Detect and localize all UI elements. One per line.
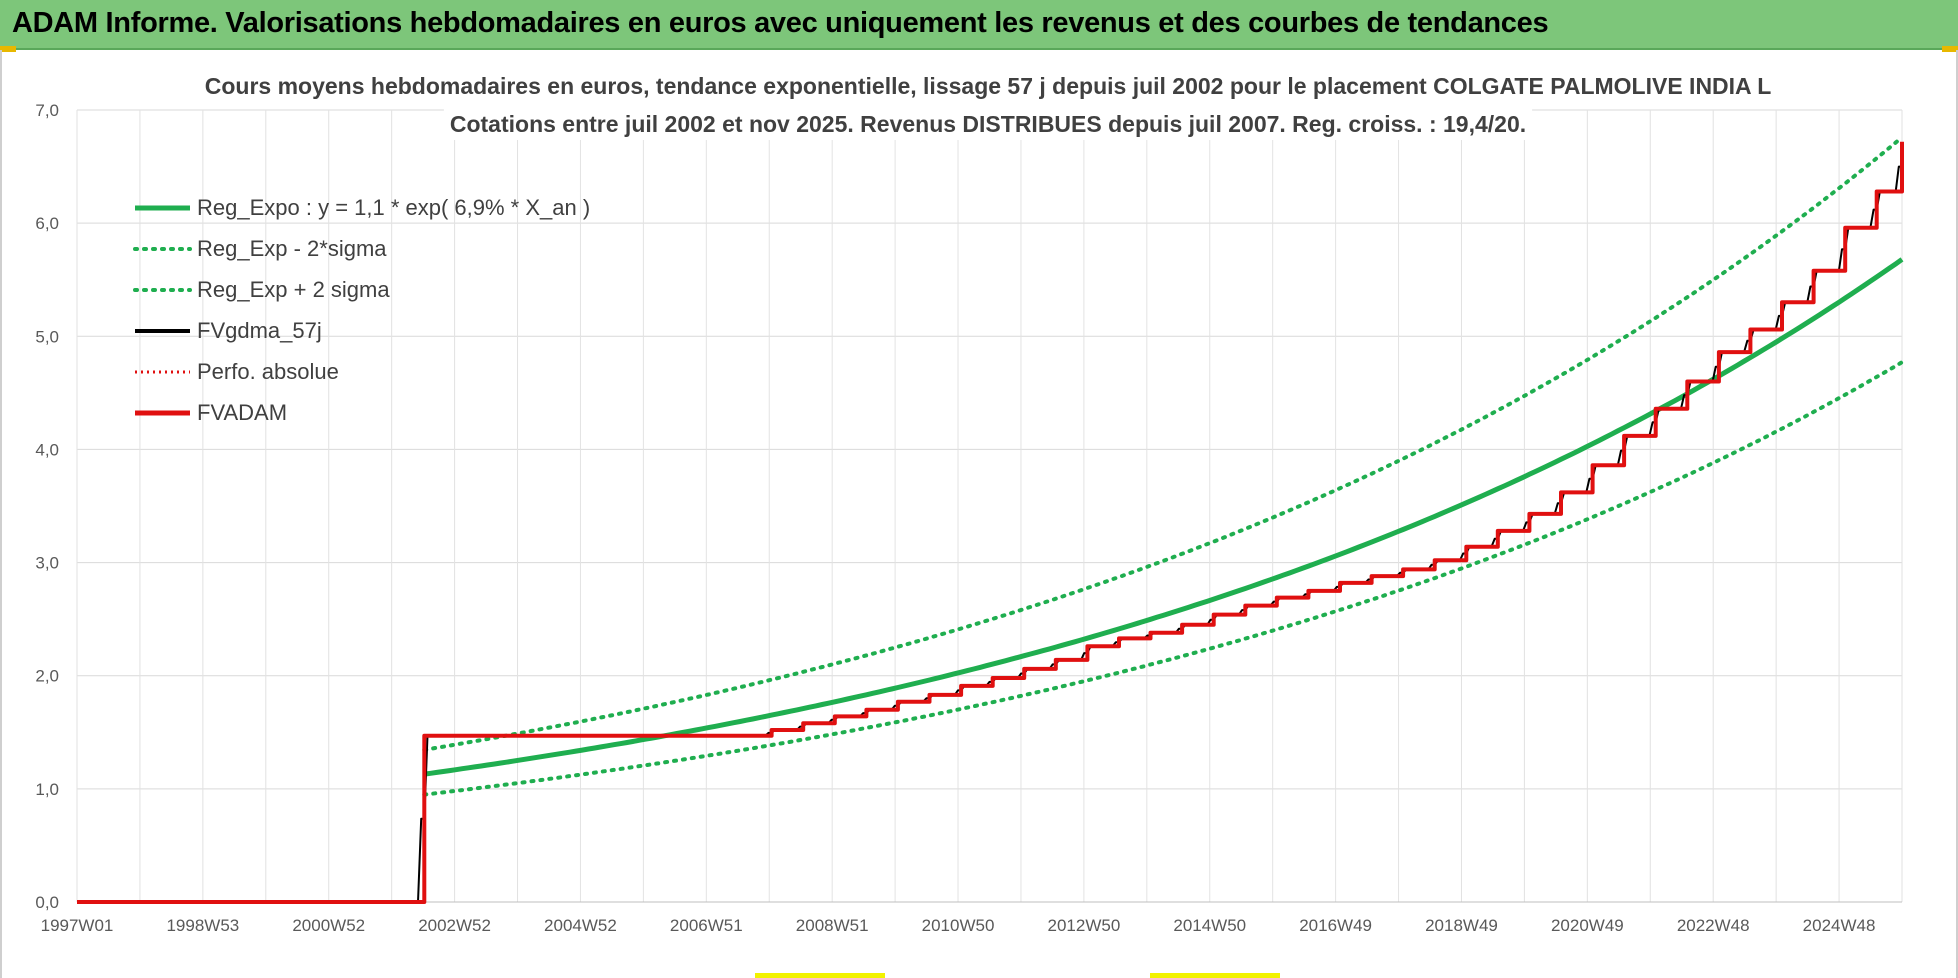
x-tick-label: 2004W52	[544, 916, 617, 935]
legend-label-reg_low: Reg_Exp - 2*sigma	[197, 236, 387, 261]
y-tick-label: 7,0	[35, 101, 59, 120]
y-tick-label: 3,0	[35, 554, 59, 573]
x-tick-label: 2012W50	[1048, 916, 1121, 935]
x-tick-label: 2016W49	[1299, 916, 1372, 935]
chart-title-line: Cours moyens hebdomadaires en euros, ten…	[205, 73, 1772, 99]
x-tick-label: 2014W50	[1173, 916, 1246, 935]
y-tick-label: 2,0	[35, 667, 59, 686]
x-tick-label: 2020W49	[1551, 916, 1624, 935]
axes: 0,0 1,0 2,0 3,0 4,0 5,0 6,0 7,0 1997W01 1998W53 20…	[35, 101, 1902, 935]
grid	[76, 109, 1903, 903]
legend: Reg_Expo : y = 1,1 * exp( 6,9% * X_an ) R…	[133, 195, 590, 425]
series-line-reg_high	[422, 135, 1904, 752]
x-tick-label: 2024W48	[1803, 916, 1876, 935]
bottom-highlight	[755, 973, 885, 978]
legend-label-perfo: Perfo. absolue	[197, 359, 339, 384]
page-title: ADAM Informe. Valorisations hebdomadaire…	[12, 7, 1549, 39]
y-tick-label: 6,0	[35, 214, 59, 233]
legend-label-reg: Reg_Expo : y = 1,1 * exp( 6,9% * X_an )	[197, 195, 590, 220]
chart-frame: 0,0 1,0 2,0 3,0 4,0 5,0 6,0 7,0 1997W01 1998W53 20…	[0, 50, 1958, 978]
corner-marker-left	[0, 46, 16, 52]
legend-label-fvg: FVgdma_57j	[197, 318, 322, 343]
x-tick-label: 2022W48	[1677, 916, 1750, 935]
x-tick-label: 2006W51	[670, 916, 743, 935]
y-tick-label: 5,0	[35, 327, 59, 346]
x-tick-label: 1998W53	[166, 916, 239, 935]
y-tick-label: 4,0	[35, 440, 59, 459]
chart-title-line: Cotations entre juil 2002 et nov 2025. R…	[450, 111, 1526, 137]
x-tick-label: 2002W52	[418, 916, 491, 935]
y-tick-label: 0,0	[35, 893, 59, 912]
chart-title-background	[198, 70, 1778, 102]
bottom-highlight	[1150, 973, 1280, 978]
x-tick-label: 2008W51	[796, 916, 869, 935]
series-layer	[77, 135, 1904, 904]
series-line-fvadam	[77, 141, 1904, 904]
legend-label-reg_high: Reg_Exp + 2 sigma	[197, 277, 390, 302]
legend-label-fvadam: FVADAM	[197, 400, 287, 425]
header-bar: ADAM Informe. Valorisations hebdomadaire…	[0, 0, 1958, 50]
chart-svg: 0,0 1,0 2,0 3,0 4,0 5,0 6,0 7,0 1997W01 1998W53 20…	[35, 70, 1904, 935]
series-line-reg_low	[422, 360, 1904, 797]
corner-marker-right	[1942, 46, 1958, 52]
chart-title: Cours moyens hebdomadaires en euros, ten…	[198, 70, 1778, 140]
x-tick-label: 1997W01	[41, 916, 114, 935]
x-tick-label: 2018W49	[1425, 916, 1498, 935]
chart-title-background	[443, 108, 1533, 140]
x-tick-label: 2000W52	[292, 916, 365, 935]
x-tick-label: 2010W50	[922, 916, 995, 935]
y-tick-label: 1,0	[35, 780, 59, 799]
